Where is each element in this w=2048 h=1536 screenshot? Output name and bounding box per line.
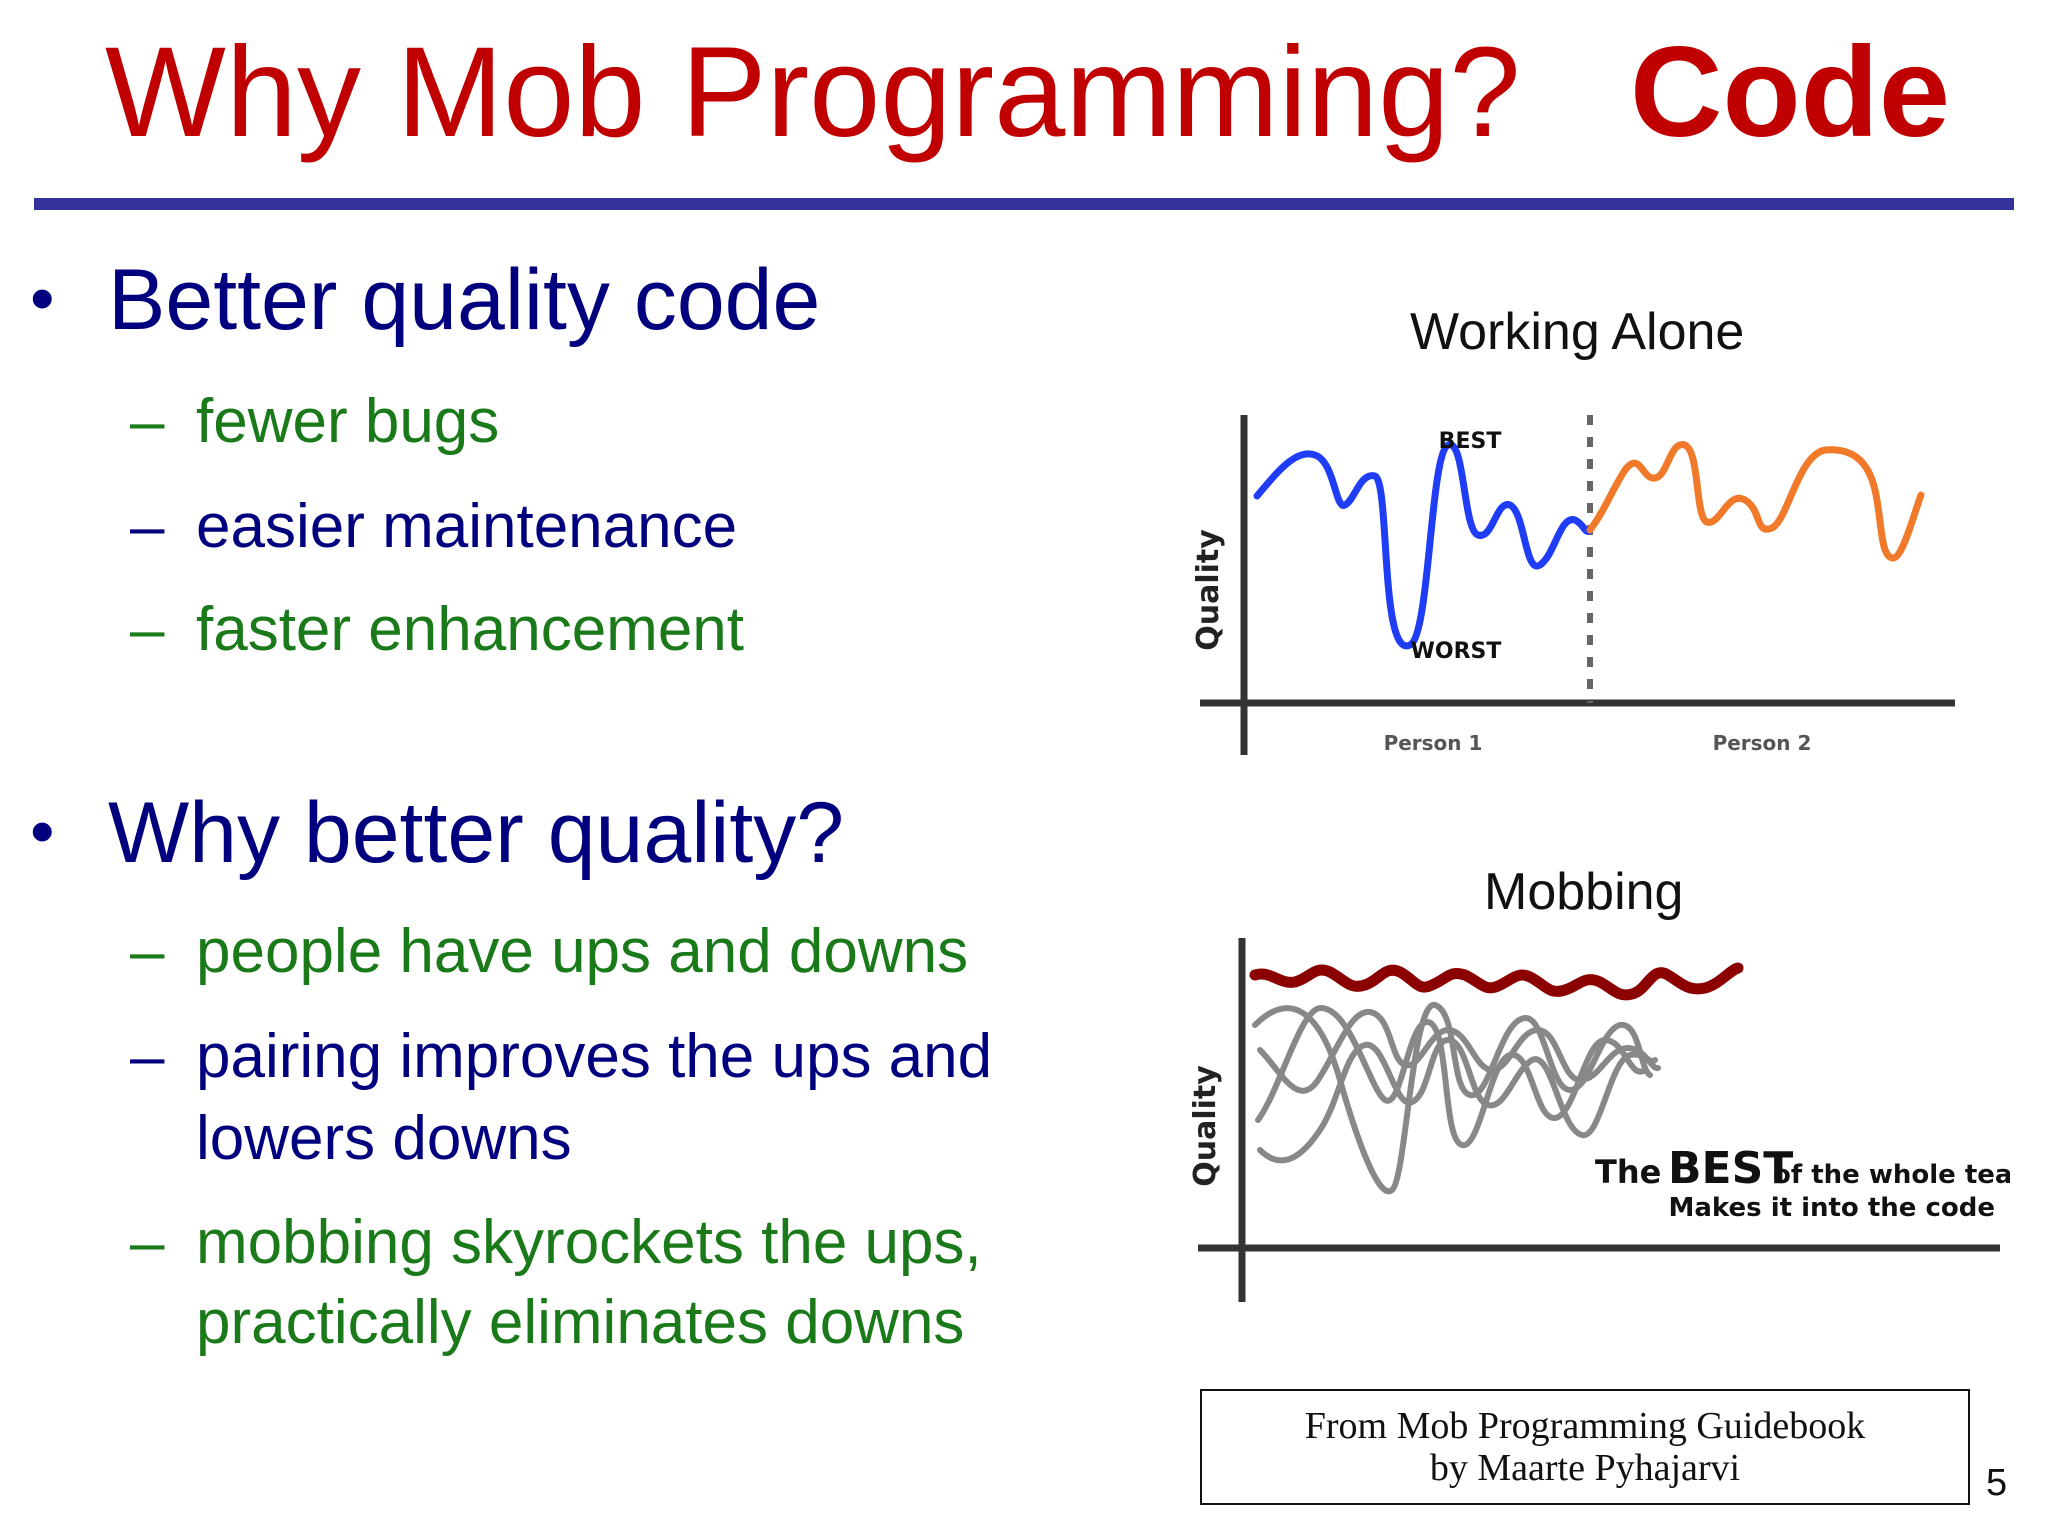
- bullet-dot: •: [30, 792, 55, 870]
- dash: –: [130, 595, 165, 664]
- person2-quality-line: [1586, 441, 1925, 562]
- individual-quality-lines: [1252, 1002, 1661, 1195]
- best-label: BEST: [1439, 429, 1502, 454]
- subitem-pairing-line2: lowers downs: [196, 1104, 572, 1173]
- working-alone-figure: Quality BEST WORST Person 1 Person 2: [1191, 415, 1955, 755]
- dash: –: [130, 492, 165, 561]
- subitem-faster-enhancement: faster enhancement: [196, 595, 745, 664]
- title-divider: [34, 198, 2014, 210]
- caption-rest: of the whole team: [1773, 1160, 2010, 1190]
- subitem-fewer-bugs: fewer bugs: [196, 387, 500, 456]
- dash: –: [130, 1022, 165, 1091]
- subitem-ups-and-downs: people have ups and downs: [196, 917, 969, 986]
- y-axis-label: Quality: [1191, 529, 1226, 651]
- source-line2: by Maarte Pyhajarvi: [1429, 1447, 1741, 1489]
- dash: –: [130, 387, 165, 456]
- working-alone-title: Working Alone: [1410, 303, 1745, 361]
- slide-title: Why Mob Programming? Code: [105, 28, 1978, 158]
- bullet-dot: •: [30, 259, 55, 337]
- source-citation: From Mob Programming Guidebook by Maarte…: [1200, 1389, 1970, 1505]
- page-number: 5: [1986, 1462, 2008, 1504]
- y-axis-label: Quality: [1188, 1065, 1223, 1187]
- caption-the: The: [1595, 1153, 1661, 1191]
- bullet-why-better-quality: Why better quality?: [108, 785, 845, 881]
- subitem-pairing-line1: pairing improves the ups and: [196, 1022, 993, 1091]
- person1-quality-line: [1253, 441, 1594, 650]
- slide-title-main: Why Mob Programming?: [105, 21, 1521, 164]
- person2-label: Person 2: [1713, 731, 1812, 755]
- bullet-better-quality-code: Better quality code: [108, 252, 821, 348]
- mobbing-title: Mobbing: [1484, 863, 1684, 921]
- worst-label: WORST: [1411, 639, 1502, 664]
- subitem-easier-maintenance: easier maintenance: [196, 492, 738, 561]
- dash: –: [130, 917, 165, 986]
- subitem-mobbing-line2: practically eliminates downs: [196, 1288, 965, 1357]
- person1-label: Person 1: [1384, 731, 1483, 755]
- best-quality-line: [1249, 962, 1744, 1001]
- caption-line2: Makes it into the code: [1669, 1193, 1995, 1223]
- dash: –: [130, 1208, 165, 1277]
- caption-best: BEST: [1668, 1143, 1793, 1194]
- source-line1: From Mob Programming Guidebook: [1304, 1405, 1866, 1447]
- mobbing-figure: Quality The BEST of the whole team Makes…: [1188, 938, 2010, 1302]
- subitem-mobbing-line1: mobbing skyrockets the ups,: [196, 1208, 982, 1277]
- slide-title-topic: Code: [1630, 21, 1950, 164]
